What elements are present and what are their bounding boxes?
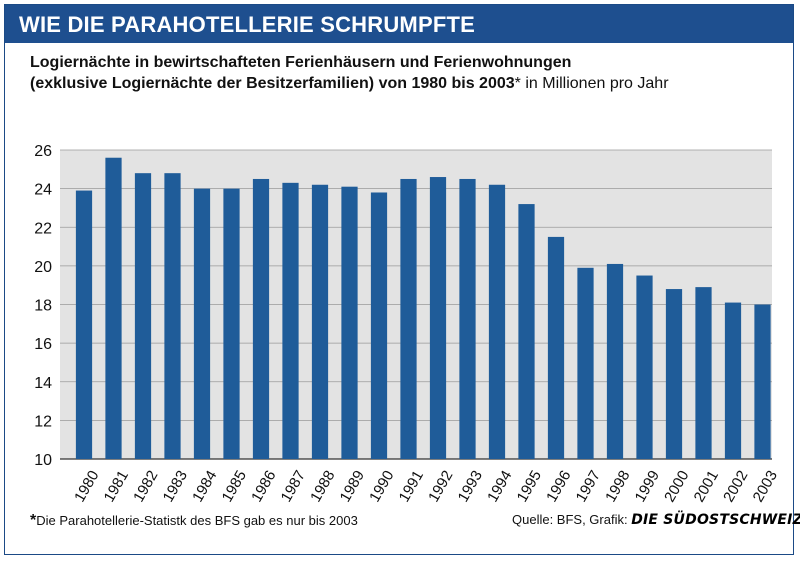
x-axis-ticks: 1980198119821983198419851986198719881989… <box>71 468 781 505</box>
x-tick-label: 1995 <box>514 468 545 505</box>
x-tick-label: 1999 <box>632 468 663 505</box>
x-tick-label: 2002 <box>720 468 751 505</box>
bar-1983 <box>164 173 181 460</box>
x-tick-label: 1981 <box>101 468 132 505</box>
bar-1999 <box>636 275 653 459</box>
bar-1993 <box>459 178 476 459</box>
bar-2003 <box>754 304 771 459</box>
bar-1988 <box>311 184 329 459</box>
x-tick-label: 2001 <box>691 468 722 505</box>
y-tick-label: 22 <box>34 220 52 237</box>
bar-1990 <box>370 192 388 460</box>
x-tick-label: 1994 <box>484 468 515 505</box>
subtitle-line-1: Logiernächte in bewirtschafteten Ferienh… <box>30 54 572 71</box>
x-tick-label: 1996 <box>543 468 574 505</box>
x-tick-label: 1988 <box>307 468 338 505</box>
y-tick-label: 10 <box>34 452 52 469</box>
footnote-asterisk: * <box>30 512 37 529</box>
source-credit: Quelle: BFS, Grafik: DIE SÜDOSTSCHWEIZ <box>512 512 800 528</box>
bar-1996 <box>547 236 565 459</box>
x-tick-label: 1984 <box>189 468 220 505</box>
y-tick-label: 24 <box>34 182 52 199</box>
x-tick-label: 2000 <box>661 468 692 505</box>
x-tick-label: 1998 <box>602 468 633 505</box>
source-prefix: Quelle: BFS, Grafik: <box>512 512 632 527</box>
y-tick-label: 26 <box>34 143 52 160</box>
bar-2002 <box>724 302 742 459</box>
y-tick-label: 12 <box>34 413 52 430</box>
brand-logo: DIE SÜDOSTSCHWEIZ <box>631 512 800 528</box>
x-tick-label: 1997 <box>573 468 604 505</box>
footnote-text: Die Parahotellerie-Statistk des BFS gab … <box>36 513 358 528</box>
x-tick-label: 1992 <box>425 468 456 505</box>
x-tick-label: 1993 <box>455 468 486 505</box>
bar-1986 <box>252 178 270 459</box>
x-tick-label: 1991 <box>396 468 427 505</box>
bar-2001 <box>695 287 712 459</box>
bar-2000 <box>665 289 683 459</box>
subtitle-line-2: (exklusive Logiernächte der Besitzerfami… <box>30 73 669 94</box>
bar-1992 <box>429 177 447 459</box>
footnote: *Die Parahotellerie-Statistk des BFS gab… <box>30 512 358 530</box>
subtitle-line-2-bold: (exklusive Logiernächte der Besitzerfami… <box>30 75 515 92</box>
bar-1997 <box>577 267 594 459</box>
x-tick-label: 1987 <box>278 468 309 505</box>
x-tick-label: 1989 <box>337 468 368 505</box>
y-tick-label: 20 <box>34 259 52 276</box>
bar-1980 <box>75 190 93 459</box>
bar-1981 <box>105 157 122 459</box>
bar-1998 <box>606 263 624 459</box>
x-tick-label: 1983 <box>160 468 191 505</box>
bar-1984 <box>193 188 211 459</box>
y-tick-label: 16 <box>34 336 52 353</box>
bar-1994 <box>488 184 506 459</box>
bar-1985 <box>223 188 240 459</box>
title-bar: WIE DIE PARAHOTELLERIE SCHRUMPFTE <box>5 5 793 43</box>
x-tick-label: 1985 <box>219 468 250 505</box>
x-tick-label: 1982 <box>130 468 161 505</box>
y-tick-label: 18 <box>34 298 52 315</box>
x-tick-label: 2003 <box>750 468 781 505</box>
chart-subtitle: Logiernächte in bewirtschafteten Ferienh… <box>30 52 669 94</box>
subtitle-asterisk: * <box>514 75 521 92</box>
bar-1995 <box>518 204 535 459</box>
bar-1987 <box>282 182 299 460</box>
bar-1991 <box>400 178 417 459</box>
x-tick-label: 1990 <box>366 468 397 505</box>
x-tick-label: 1986 <box>248 468 279 505</box>
bar-1989 <box>341 186 358 459</box>
chart-title: WIE DIE PARAHOTELLERIE SCHRUMPFTE <box>19 12 475 37</box>
bars <box>75 157 771 460</box>
y-tick-label: 14 <box>34 375 52 392</box>
subtitle-unit: in Millionen pro Jahr <box>520 75 669 92</box>
y-axis-ticks: 10 12 14 16 18 20 22 24 26 <box>34 143 52 469</box>
x-tick-label: 1980 <box>71 468 102 505</box>
bar-1982 <box>134 173 152 460</box>
